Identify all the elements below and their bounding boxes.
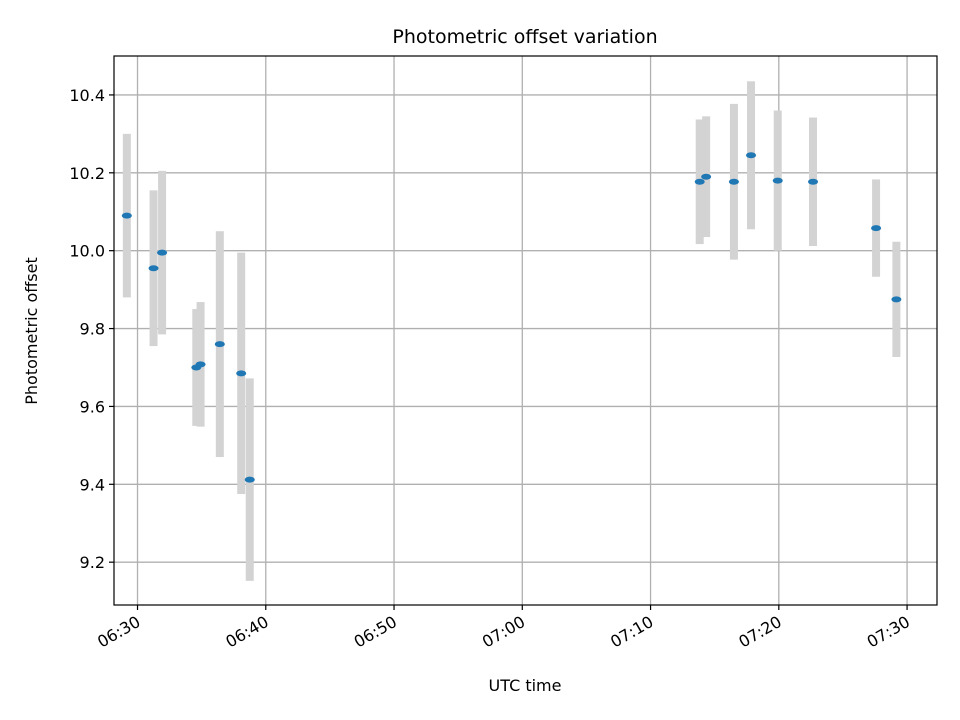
y-tick-label: 10.2 xyxy=(69,164,105,183)
data-point xyxy=(148,265,159,272)
data-point xyxy=(871,225,882,232)
data-point xyxy=(195,361,206,368)
y-tick-label: 9.4 xyxy=(80,475,105,494)
y-tick-label: 9.2 xyxy=(80,553,105,572)
data-point xyxy=(808,178,819,185)
data-point xyxy=(772,177,783,184)
y-axis-label: Photometric offset xyxy=(22,257,41,405)
x-axis-label: UTC time xyxy=(489,676,562,695)
y-tick-label: 10.0 xyxy=(69,242,105,261)
chart-title: Photometric offset variation xyxy=(392,26,657,48)
y-tick-label: 10.4 xyxy=(69,86,105,105)
data-point xyxy=(236,370,247,377)
data-point xyxy=(244,476,255,483)
data-point xyxy=(694,178,705,185)
data-point xyxy=(891,296,902,303)
data-points xyxy=(121,152,902,483)
y-tick-label: 9.8 xyxy=(80,320,105,339)
data-point xyxy=(728,178,739,185)
y-tick-label: 9.6 xyxy=(80,397,105,416)
data-point xyxy=(701,173,712,180)
data-point xyxy=(157,249,168,256)
y-axis-ticks: 9.2 9.4 9.6 9.8 10.0 10.2 10.4 xyxy=(69,86,114,572)
data-point xyxy=(121,212,132,219)
data-point xyxy=(214,341,225,348)
plot-frame xyxy=(113,55,938,606)
data-point xyxy=(746,152,757,159)
